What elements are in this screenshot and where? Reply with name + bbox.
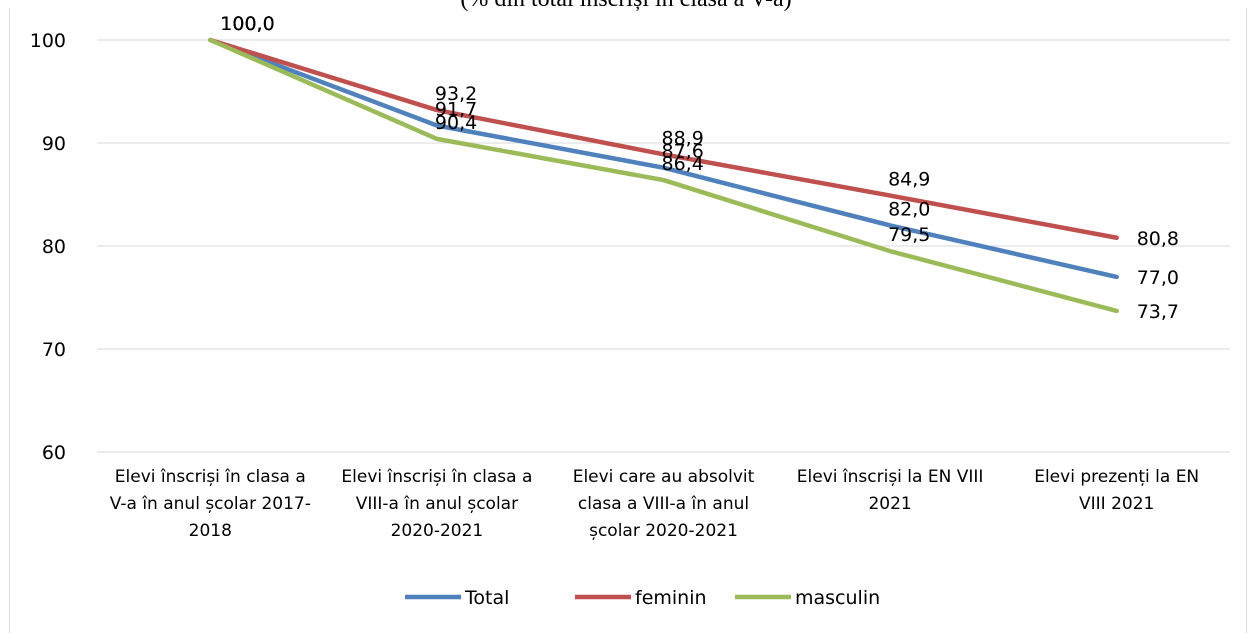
series-line-masculin — [208, 37, 1119, 314]
x-tick-label: Elevi care au absolvit clasa a VIII-a în … — [573, 467, 755, 541]
data-label: 100,0 — [220, 13, 274, 35]
y-tick-label: 60 — [42, 442, 66, 464]
legend-label-total: Total — [464, 587, 509, 609]
legend-label-masculin: masculin — [795, 587, 880, 609]
series-line-feminin — [208, 37, 1119, 241]
data-label: 87,6 — [662, 141, 704, 163]
data-label: 88,9 — [662, 127, 704, 149]
data-label: 86,4 — [662, 153, 704, 175]
y-tick-label: 90 — [42, 133, 66, 155]
data-label: 93,2 — [435, 83, 477, 105]
y-tick-label: 80 — [42, 236, 66, 258]
data-label: 80,8 — [1137, 228, 1179, 250]
data-label: 73,7 — [1137, 301, 1179, 323]
series-lines — [208, 37, 1119, 314]
x-tick-label: Elevi prezenți la EN VIII 2021 — [1034, 467, 1199, 514]
y-tick-label: 100 — [30, 30, 66, 52]
chart-title: (% din total înscriși în clasa a V-a) — [0, 0, 1252, 13]
y-axis-ticks: 60 70 80 90 100 — [30, 30, 66, 464]
data-labels: 100,091,787,682,077,0100,093,288,984,980… — [220, 13, 1179, 323]
x-axis-categories: Elevi înscriși în clasa a V-a în anul șco… — [110, 467, 1199, 541]
data-label: 79,5 — [888, 224, 930, 246]
data-label: 84,9 — [888, 169, 930, 191]
data-label: 82,0 — [888, 198, 930, 220]
gridlines — [97, 39, 1230, 453]
data-label: 90,4 — [435, 112, 477, 134]
data-label: 77,0 — [1137, 267, 1179, 289]
x-tick-label: Elevi înscriși în clasa a VIII-a în anul … — [341, 467, 532, 541]
series-line-total — [208, 37, 1119, 280]
data-label: 91,7 — [435, 98, 477, 120]
x-tick-label: Elevi înscriși în clasa a V-a în anul șco… — [110, 467, 311, 541]
data-label: 100,0 — [220, 13, 274, 35]
x-tick-label: Elevi înscriși la EN VIII 2021 — [797, 467, 984, 514]
legend: Total feminin masculin — [405, 587, 880, 609]
legend-label-feminin: feminin — [635, 587, 707, 609]
data-label: 100,0 — [220, 13, 274, 35]
chart-frame — [9, 8, 1247, 633]
y-tick-label: 70 — [42, 339, 66, 361]
